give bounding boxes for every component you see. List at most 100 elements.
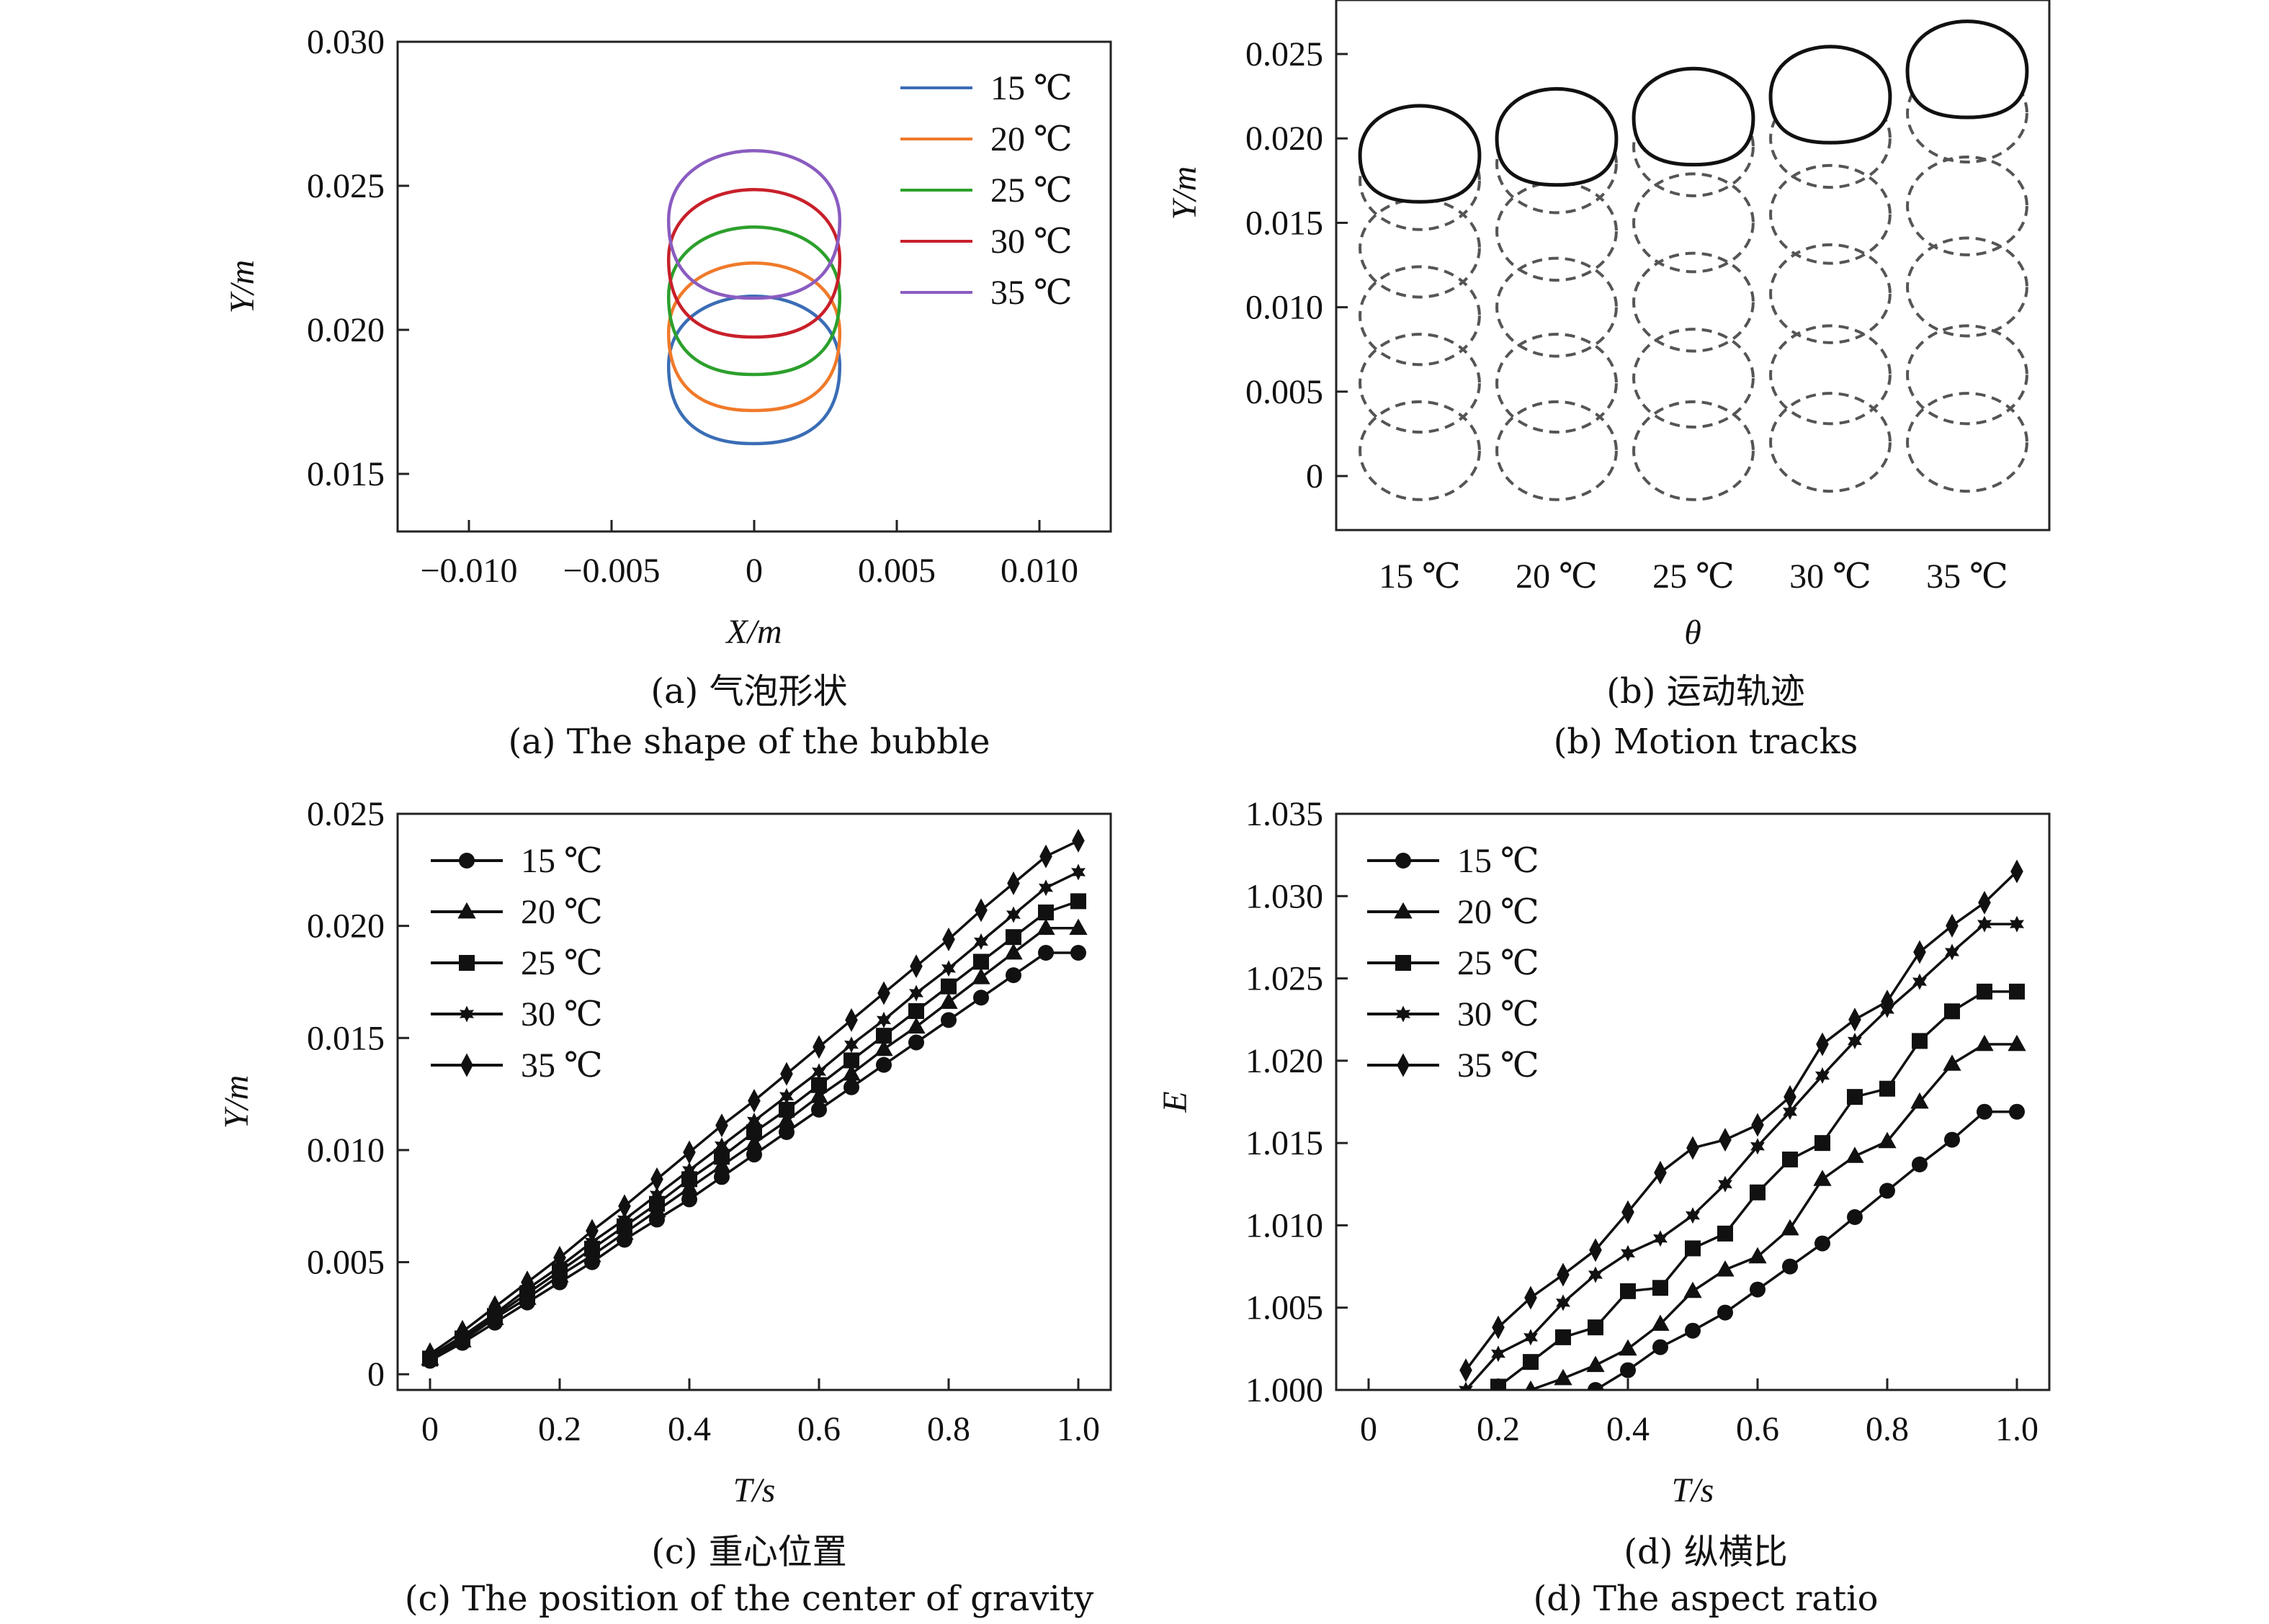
data-point-diamond	[1397, 1053, 1410, 1077]
data-point-star	[1039, 879, 1053, 897]
data-point-square	[973, 954, 989, 970]
data-point-star	[779, 1087, 794, 1105]
data-point-diamond	[1881, 990, 1894, 1014]
bubble-track-dashed	[1906, 236, 2028, 338]
bubble-track-dashed	[1359, 400, 1481, 501]
data-point-star	[909, 984, 923, 1002]
x-tick-label: 0	[421, 1410, 439, 1448]
data-point-diamond	[424, 1342, 437, 1366]
data-point-star	[877, 1011, 891, 1028]
data-point-square	[1395, 955, 1411, 971]
y-tick-label: 1.010	[1245, 1206, 1323, 1244]
series-line	[1464, 870, 2018, 1371]
data-point-triangle	[1554, 1368, 1572, 1386]
plot-area	[421, 828, 1088, 1369]
data-point-triangle	[1878, 1131, 1897, 1149]
data-point-diamond	[460, 1053, 473, 1077]
data-point-square	[1490, 1378, 1506, 1390]
data-point-diamond	[1913, 940, 1926, 964]
data-point-diamond	[1848, 1008, 1861, 1032]
bubble-final-outline	[1905, 19, 2029, 120]
y-tick-label: 0	[367, 1355, 385, 1394]
data-point-triangle	[1716, 1260, 1735, 1277]
panel-a-bubble-shape: −0.010 −0.005 0 0.005 0.010 0.015 0.020 0.025 0.…	[223, 23, 1112, 651]
data-point-square	[941, 978, 957, 995]
data-point-square	[746, 1124, 762, 1141]
data-point-square	[1555, 1329, 1571, 1345]
data-point-star	[1459, 1381, 1473, 1390]
data-point-square	[843, 1052, 859, 1069]
x-tick-label: 0.8	[1866, 1410, 1909, 1448]
data-point-triangle	[1004, 943, 1023, 960]
data-point-triangle	[842, 1064, 861, 1081]
bubble-track-dashed	[1495, 333, 1618, 434]
data-point-square	[1620, 1283, 1636, 1299]
data-point-star	[2010, 915, 2024, 933]
panel-c-center-of-gravity: 0 0.2 0.4 0.6 0.8 1.0 0 0.005 0.010 0.015 0.020 0.0…	[218, 795, 1112, 1509]
data-point-square	[1977, 983, 1992, 1000]
data-point-triangle	[1651, 1314, 1670, 1331]
data-point-diamond	[910, 954, 923, 979]
bubble-track-dashed	[1495, 400, 1618, 501]
data-point-circle	[746, 1147, 762, 1163]
data-point-diamond	[1978, 890, 1991, 915]
data-point-triangle	[810, 1087, 828, 1103]
legend-label: 30 ℃	[1457, 995, 1539, 1033]
series-line	[1528, 1043, 2017, 1390]
data-point-square	[1717, 1225, 1733, 1242]
data-point-diamond	[1751, 1113, 1764, 1137]
data-point-star	[1588, 1266, 1603, 1283]
data-point-circle	[1555, 1407, 1571, 1422]
data-point-star	[650, 1186, 664, 1203]
data-point-diamond	[1816, 1032, 1829, 1057]
data-point-star	[1783, 1103, 1797, 1121]
data-point-star	[1396, 1005, 1410, 1023]
data-point-square	[1038, 904, 1054, 920]
legend-label: 25 ℃	[521, 944, 603, 982]
data-point-square	[681, 1171, 697, 1188]
data-point-diamond	[748, 1088, 761, 1113]
data-point-circle	[1006, 967, 1021, 984]
data-point-circle	[1847, 1209, 1863, 1225]
legend-label: 20 ℃	[990, 120, 1073, 158]
legend-label: 15 ℃	[1457, 842, 1539, 880]
x-axis-label: T/s	[1672, 1471, 1714, 1509]
data-point-circle	[1814, 1235, 1830, 1252]
data-point-diamond	[1524, 1286, 1537, 1310]
bubble-final-outline	[1495, 87, 1619, 187]
y-tick-label: 1.035	[1245, 795, 1323, 833]
data-point-triangle	[1525, 1380, 1536, 1390]
data-point-circle	[681, 1191, 697, 1208]
data-point-square	[649, 1195, 665, 1212]
data-point-square	[1458, 1399, 1474, 1414]
data-point-circle	[1588, 1382, 1603, 1390]
data-point-triangle	[907, 1017, 926, 1034]
data-point-star	[460, 1005, 474, 1023]
data-point-diamond	[456, 1319, 469, 1344]
data-point-square	[1879, 1080, 1895, 1097]
data-point-circle	[1395, 853, 1411, 869]
y-axis-label: Y/m	[1165, 166, 1204, 220]
data-point-star	[1556, 1294, 1570, 1311]
plot-area	[1458, 859, 2026, 1422]
data-point-star	[941, 960, 956, 977]
bubble-outline	[666, 188, 842, 339]
series-line	[1490, 990, 2017, 1390]
panel-d-aspect-ratio: 0 0.2 0.4 0.6 0.8 1.0 1.000 1.005 1.010 1.015 1.02…	[1156, 795, 2051, 1509]
bubble-track-dashed	[1769, 243, 1892, 344]
data-point-diamond	[1007, 871, 1020, 895]
data-point-star	[715, 1137, 729, 1154]
data-point-star	[1071, 863, 1086, 881]
data-point-circle	[1944, 1131, 1960, 1148]
data-point-diamond	[1946, 913, 1959, 938]
y-tick-label: 0.025	[1245, 35, 1323, 73]
bubble-final-outline	[1768, 45, 1892, 145]
data-point-triangle	[777, 1111, 796, 1128]
legend-label: 25 ℃	[1457, 944, 1539, 982]
legend-label: 35 ℃	[1457, 1046, 1539, 1085]
y-tick-label: 0.015	[1245, 204, 1323, 242]
data-point-circle	[941, 1012, 957, 1028]
data-point-diamond	[845, 1008, 858, 1032]
data-point-triangle	[457, 902, 476, 919]
y-tick-label: 0.005	[307, 1244, 385, 1282]
